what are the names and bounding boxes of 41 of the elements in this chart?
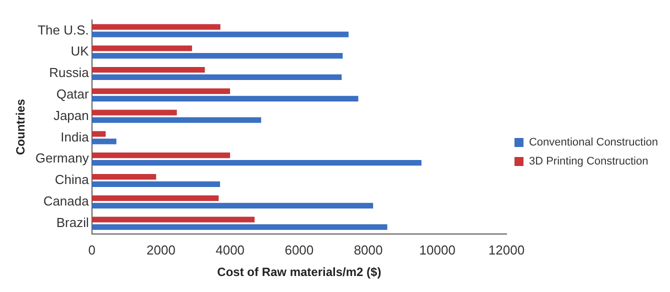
bar	[92, 96, 358, 102]
y-tick-label: Russia	[49, 65, 90, 80]
x-tick-label: 6000	[284, 242, 314, 258]
y-tick-label: Germany	[35, 150, 90, 166]
bar	[92, 74, 342, 80]
x-tick-label: 12000	[488, 242, 525, 258]
x-tick-label: 10000	[419, 242, 456, 258]
bar	[92, 131, 106, 137]
y-tick-label: Japan	[53, 108, 89, 123]
bar	[92, 202, 374, 208]
x-tick-label: 8000	[354, 242, 383, 258]
y-tick-label: Canada	[43, 193, 90, 208]
bar	[92, 66, 205, 73]
bar	[92, 195, 219, 201]
bar	[92, 32, 349, 38]
bar	[92, 53, 343, 59]
y-tick-label: Brazil	[56, 214, 89, 230]
legend-label: Conventional Construction	[528, 136, 658, 149]
legend-label: 3D Printing Construction	[528, 156, 648, 168]
bar	[92, 24, 220, 30]
y-axis-title: Countries	[14, 98, 28, 156]
x-tick-label: 2000	[146, 242, 176, 258]
x-tick-label: 0	[88, 242, 96, 258]
y-tick-label: Qatar	[56, 86, 90, 102]
bar	[92, 138, 116, 144]
y-tick-label: The U.S.	[38, 22, 89, 38]
bar	[92, 224, 388, 230]
bar	[92, 117, 262, 123]
bar	[92, 160, 422, 166]
bar	[92, 152, 230, 158]
y-tick-label: India	[60, 129, 90, 144]
y-tick-label: China	[54, 172, 90, 188]
bar	[92, 174, 156, 180]
bar	[92, 46, 192, 52]
bar	[92, 88, 230, 94]
x-tick-label: 4000	[216, 242, 245, 258]
y-tick-label: UK	[70, 44, 90, 59]
bar	[92, 110, 177, 116]
bar	[92, 216, 255, 222]
x-axis-title: Cost of Raw materials/m2 ($)	[217, 265, 382, 280]
bar	[92, 181, 220, 188]
